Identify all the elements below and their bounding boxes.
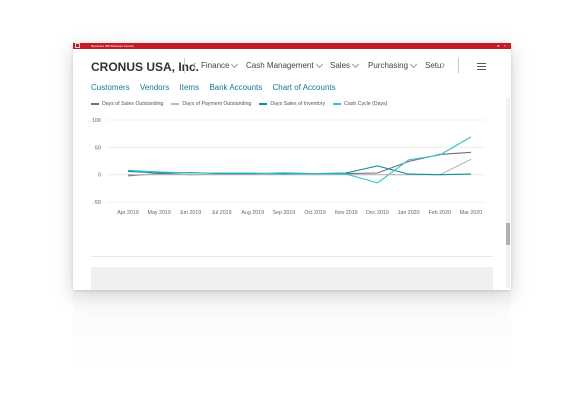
x-tick-label: Nov 2019 (335, 210, 358, 216)
y-tick-label: 50 (95, 145, 101, 151)
cash-cycle-chart: 100 50 0 -50 Apr 2019 May 2019 Jun 2019 Jul 201… (92, 118, 485, 216)
x-tick-label: Mar 2020 (460, 210, 482, 216)
y-tick-label: 100 (92, 118, 101, 124)
x-tick-label: Apr 2019 (117, 210, 139, 216)
legend-item[interactable]: Cash Cycle (Days) (333, 101, 387, 107)
legend-swatch (91, 103, 99, 105)
nav-cash-management[interactable]: Cash Management (246, 60, 323, 70)
nav-sales-label: Sales (330, 61, 351, 70)
legend-item[interactable]: Days of Payment Outstanding (171, 101, 251, 107)
x-tick-label: Oct 2019 (304, 210, 326, 216)
app-logo-icon[interactable] (75, 43, 80, 48)
nav-sales[interactable]: Sales (330, 60, 360, 70)
nav-finance-label: Finance (201, 61, 230, 70)
app-window: Dynamics 365 Business Central ⚙ ? CRONUS… (73, 43, 511, 290)
link-items[interactable]: Items (179, 83, 200, 92)
legend-swatch (333, 103, 342, 105)
legend-label: Days of Payment Outstanding (182, 101, 252, 107)
divider (184, 58, 185, 73)
x-tick-label: Jan 2020 (398, 210, 420, 216)
legend-item[interactable]: Days of Sales Outstanding (91, 101, 163, 107)
divider (458, 58, 459, 73)
legend-label: Days Sales of Inventory (270, 101, 326, 107)
nav-left-arrow-icon[interactable]: ‹ (192, 57, 197, 72)
x-tick-label: May 2019 (148, 210, 171, 216)
chevron-down-icon (409, 60, 418, 68)
nav-purchasing[interactable]: Purchasing (368, 60, 418, 70)
nav-right-arrow-icon[interactable]: › (441, 57, 446, 72)
scrollbar-thumb[interactable] (506, 223, 510, 245)
section-divider (91, 256, 493, 257)
hamburger-menu-icon[interactable] (477, 63, 486, 72)
x-tick-label: Aug 2019 (241, 210, 264, 216)
help-icon[interactable]: ? (504, 44, 506, 48)
x-tick-label: Jul 2019 (212, 210, 232, 216)
x-tick-label: Dec 2019 (366, 210, 389, 216)
link-chart-of-accounts[interactable]: Chart of Accounts (272, 83, 336, 92)
legend-item[interactable]: Days Sales of Inventory (259, 101, 325, 107)
app-name: Dynamics 365 Business Central (91, 44, 134, 48)
window-reflection (73, 294, 511, 364)
bottom-panel (91, 267, 493, 290)
nav-purchasing-label: Purchasing (368, 61, 409, 70)
link-customers[interactable]: Customers (91, 83, 130, 92)
link-bank-accounts[interactable]: Bank Accounts (209, 83, 263, 92)
chevron-down-icon (351, 60, 360, 68)
legend-swatch (259, 103, 268, 105)
y-tick-label: -50 (93, 200, 101, 206)
link-vendors[interactable]: Vendors (139, 83, 170, 92)
nav-finance[interactable]: Finance (201, 60, 239, 70)
x-tick-label: Jun 2019 (179, 210, 201, 216)
legend-label: Cash Cycle (Days) (344, 101, 388, 107)
chart-legend: Days of Sales Outstanding Days of Payment… (91, 101, 395, 107)
nav-cash-management-label: Cash Management (246, 61, 314, 70)
title-bar: Dynamics 365 Business Central ⚙ ? (73, 43, 511, 49)
x-tick-label: Feb 2020 (429, 210, 451, 216)
nav-setup-label: Setu (425, 61, 442, 70)
series-line (127, 136, 472, 184)
chevron-down-icon (315, 60, 323, 68)
settings-icon[interactable]: ⚙ (497, 44, 500, 48)
legend-swatch (171, 103, 180, 105)
vertical-scrollbar[interactable] (506, 98, 510, 288)
y-tick-label: 0 (98, 173, 101, 179)
x-tick-label: Sep 2019 (273, 210, 296, 216)
quick-links: Customers Vendors Items Bank Accounts Ch… (91, 83, 344, 92)
company-name[interactable]: CRONUS USA, Inc. (91, 60, 200, 74)
nav-setup[interactable]: Setu (425, 61, 441, 70)
legend-label: Days of Sales Outstanding (102, 101, 164, 107)
chevron-down-icon (231, 60, 239, 68)
